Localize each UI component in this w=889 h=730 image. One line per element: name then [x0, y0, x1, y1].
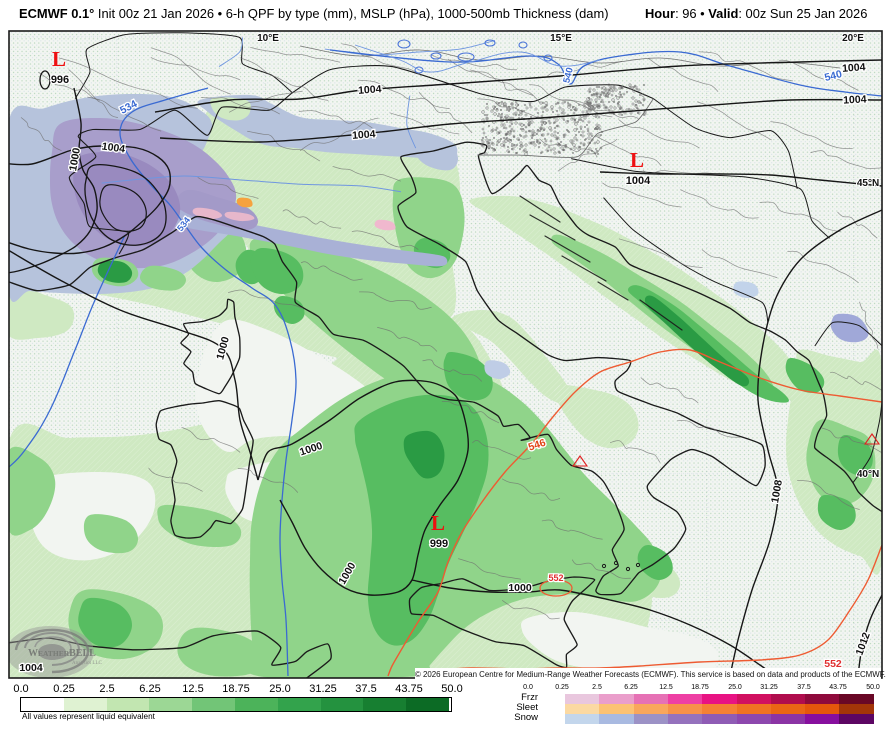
svg-text:20°E: 20°E [842, 33, 864, 44]
svg-text:1000: 1000 [508, 582, 532, 594]
svg-text:1004: 1004 [626, 175, 651, 187]
svg-text:1004: 1004 [358, 83, 382, 97]
svg-text:15°E: 15°E [550, 33, 572, 44]
svg-text:1004: 1004 [843, 93, 867, 106]
svg-text:L: L [431, 511, 445, 535]
svg-text:1004: 1004 [101, 140, 126, 155]
svg-text:1004: 1004 [19, 662, 43, 674]
svg-text:L: L [630, 148, 644, 172]
svg-text:996: 996 [51, 74, 69, 86]
svg-text:10°E: 10°E [257, 33, 279, 44]
svg-text:1000: 1000 [214, 335, 232, 361]
svg-text:45°N: 45°N [857, 178, 879, 189]
svg-text:552: 552 [824, 658, 842, 670]
svg-text:1004: 1004 [352, 128, 376, 142]
svg-text:40°N: 40°N [857, 469, 879, 480]
svg-text:L: L [52, 47, 66, 71]
svg-text:Analytics LLC: Analytics LLC [72, 661, 103, 666]
svg-text:1008: 1008 [769, 479, 785, 504]
svg-text:1000: 1000 [67, 147, 83, 172]
svg-text:540: 540 [823, 68, 843, 84]
svg-text:999: 999 [430, 538, 448, 550]
svg-text:WEATHERBELL: WEATHERBELL [28, 648, 96, 659]
svg-text:552: 552 [548, 573, 563, 583]
svg-text:1004: 1004 [842, 61, 866, 75]
